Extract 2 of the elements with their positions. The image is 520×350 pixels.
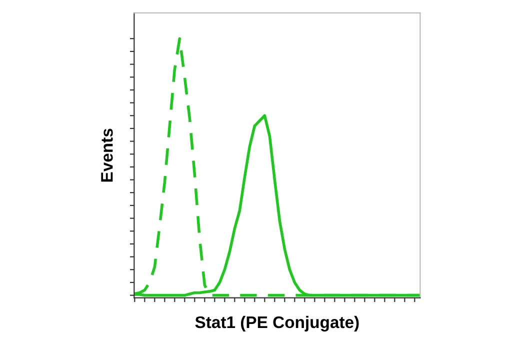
y-axis-title: Events (101, 128, 113, 182)
x-axis-title: Stat1 (PE Conjugate) (195, 316, 359, 332)
